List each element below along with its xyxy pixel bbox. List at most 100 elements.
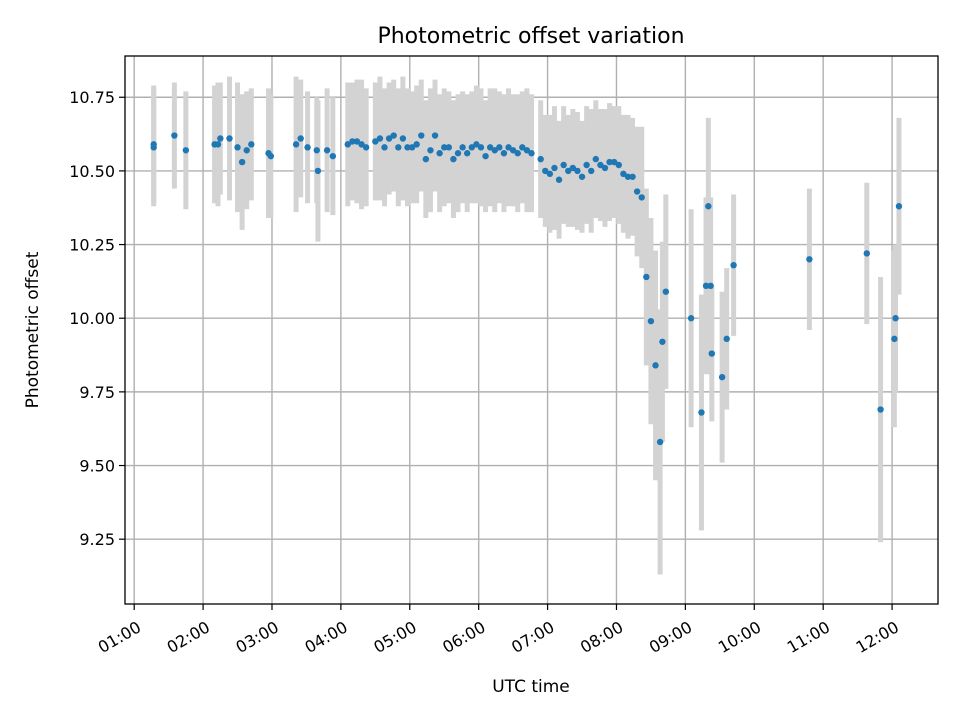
data-point [656,438,664,446]
data-point [248,141,255,148]
x-tick-label: 08:00 [577,617,626,657]
data-point [217,135,224,142]
x-tick-label: 10:00 [715,617,764,657]
x-tick-label: 12:00 [853,617,902,657]
data-point [806,256,813,263]
data-point [413,141,420,148]
data-point [537,155,544,163]
data-point [267,152,275,160]
data-point [297,135,304,142]
data-point [708,350,715,357]
data-point [574,167,581,175]
data-point [662,288,670,295]
data-point [468,144,475,151]
data-point [514,150,521,157]
data-point [459,144,466,151]
data-point [486,144,494,151]
data-point [698,409,705,416]
data-point [349,138,356,145]
data-point [395,144,402,151]
data-point [546,170,554,178]
data-point [214,141,222,148]
data-point [381,144,388,151]
data-point [523,147,531,154]
x-tick-label: 04:00 [301,617,350,657]
data-point [705,203,712,210]
data-point [292,141,300,148]
data-point [560,161,567,169]
y-tick-label: 9.75 [79,383,115,402]
data-point [344,141,351,148]
data-point [491,147,498,154]
data-point [730,261,737,269]
data-point [583,161,590,169]
data-point [422,155,430,163]
data-point [150,144,157,151]
data-point [441,144,448,151]
y-tick-label: 10.25 [69,236,115,255]
data-point [892,315,899,322]
data-point [171,132,178,139]
data-point [473,141,480,148]
data-point [376,135,384,142]
data-point [477,144,485,151]
data-point [542,167,549,175]
y-tick-label: 9.50 [79,457,115,476]
y-tick-label: 9.25 [79,530,115,549]
data-point [238,158,246,166]
data-point [226,135,233,142]
data-point [597,161,604,169]
data-point [891,335,898,343]
data-point [450,155,457,163]
x-tick-label: 06:00 [439,617,488,657]
x-tick-label: 07:00 [508,617,557,657]
data-point [399,135,407,142]
data-point [482,152,489,160]
data-point [454,150,462,157]
plot-frame [124,55,939,605]
data-point [565,167,572,175]
data-point [314,167,322,175]
data-point [702,282,710,290]
data-point [463,150,471,157]
x-tick-label: 01:00 [95,617,144,657]
data-point [652,362,659,369]
data-point [358,141,365,148]
data-point [718,373,726,381]
data-point [659,338,666,345]
data-point [243,147,250,154]
data-point [427,147,434,154]
data-point [629,173,636,180]
data-point [445,144,453,151]
data-point [633,188,641,195]
data-point [643,273,650,281]
data-point [592,155,600,163]
data-point [404,144,411,151]
data-point [624,173,632,180]
data-point [385,135,393,142]
data-point [528,150,535,157]
data-point [877,406,884,413]
x-tick-label: 11:00 [784,617,833,657]
data-point [863,250,871,257]
data-point [615,161,622,169]
data-point [555,176,563,183]
data-point [304,144,311,151]
y-axis-ticks: 9.25 9.50 9.75 10.00 10.25 10.50 10.75 [69,88,125,549]
data-point [509,147,517,154]
data-point [418,132,425,139]
data-point [496,144,503,151]
y-tick-label: 10.00 [69,309,115,328]
x-axis-label: UTC time [492,677,570,697]
data-point [601,164,609,172]
data-point [329,152,337,160]
x-tick-label: 09:00 [646,617,695,657]
chart-title: Photometric offset variation [377,24,684,49]
x-tick-label: 05:00 [370,617,419,657]
data-point [323,147,331,154]
data-point [372,138,379,145]
data-point [606,158,613,166]
data-point [313,147,320,154]
